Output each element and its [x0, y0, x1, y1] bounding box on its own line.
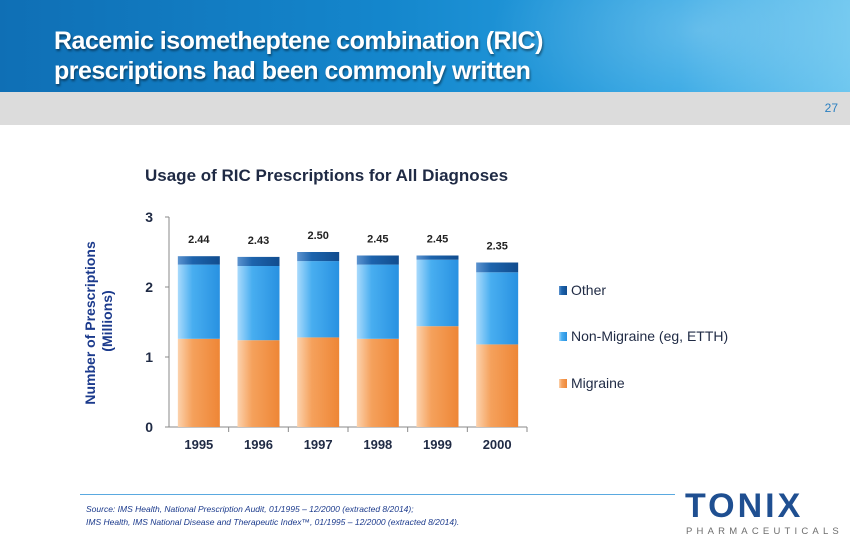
bar-other-1997	[297, 252, 340, 262]
footer-divider	[80, 494, 675, 495]
source-line-1: Source: IMS Health, National Prescriptio…	[86, 504, 414, 514]
logo-wordmark: TONIX	[685, 487, 804, 525]
bar-other-1995	[177, 256, 220, 265]
total-label-1999: 2.45	[427, 234, 448, 246]
legend-label-non-migraine: Non-Migraine (eg, ETTH)	[571, 328, 728, 344]
total-label-1995: 2.44	[188, 234, 210, 246]
slide-title-line-2: prescriptions had been commonly written	[54, 57, 531, 85]
total-label-1996: 2.43	[248, 235, 269, 247]
header-swoosh	[490, 0, 850, 92]
legend-swatch-other	[559, 286, 567, 295]
bar-migraine-1998	[356, 338, 399, 427]
bar-migraine-1996	[237, 340, 280, 427]
slide-title-line-1: Racemic isometheptene combination (RIC)	[54, 27, 543, 55]
y-tick-label: 3	[145, 209, 153, 225]
bar-non-migraine-1996	[237, 266, 280, 341]
x-tick-label-1996: 1996	[244, 437, 273, 452]
y-tick-group: 0 1 2 3	[145, 209, 169, 435]
bar-migraine-2000	[476, 344, 519, 427]
y-tick-label: 2	[145, 279, 153, 295]
page-number: 27	[824, 101, 838, 115]
bar-non-migraine-2000	[476, 272, 519, 345]
bar-migraine-1999	[416, 326, 459, 427]
bar-non-migraine-1995	[177, 264, 220, 339]
legend: Other Non-Migraine (eg, ETTH) Migraine	[559, 282, 728, 391]
source-line-2: IMS Health, IMS National Disease and The…	[86, 517, 460, 527]
total-label-1997: 2.50	[307, 230, 328, 242]
header-banner: Racemic isometheptene combination (RIC) …	[0, 0, 850, 92]
bar-migraine-1995	[177, 338, 220, 427]
bar-other-2000	[476, 262, 519, 273]
legend-swatch-migraine	[559, 379, 567, 388]
bar-non-migraine-1997	[297, 261, 340, 338]
bar-non-migraine-1999	[416, 259, 459, 327]
bar-other-1998	[356, 255, 399, 265]
x-tick-label-1999: 1999	[423, 437, 452, 452]
total-label-2000: 2.35	[486, 241, 507, 253]
header-subbar	[0, 92, 850, 125]
y-axis-label-line-2: (Millions)	[99, 290, 115, 351]
stacked-bar-chart: Usage of RIC Prescriptions for All Diagn…	[82, 166, 728, 452]
source-citation: Source: IMS Health, National Prescriptio…	[86, 503, 459, 529]
total-label-group: 2.44 2.43 2.50 2.45 2.45 2.35	[188, 230, 508, 253]
tonix-logo: TONIX PHARMACEUTICALS	[685, 487, 839, 540]
y-axis-label-line-1: Number of Prescriptions	[82, 241, 98, 405]
chart-title: Usage of RIC Prescriptions for All Diagn…	[145, 166, 508, 185]
bar-migraine-1997	[297, 337, 340, 427]
total-label-1998: 2.45	[367, 234, 388, 246]
x-tick-group: 1995 1996 1997 1998 1999 2000	[184, 427, 528, 452]
x-tick-label-1997: 1997	[304, 437, 333, 452]
slide-title: Racemic isometheptene combination (RIC) …	[54, 26, 543, 86]
x-tick-label-1998: 1998	[363, 437, 392, 452]
x-tick-label-1995: 1995	[184, 437, 213, 452]
bar-group	[177, 252, 519, 427]
bar-non-migraine-1998	[356, 264, 399, 339]
y-tick-label: 0	[145, 419, 153, 435]
y-axis-label: Number of Prescriptions (Millions)	[82, 237, 115, 404]
y-tick-label: 1	[145, 349, 153, 365]
bar-other-1999	[416, 255, 459, 260]
legend-label-migraine: Migraine	[571, 375, 625, 391]
legend-label-other: Other	[571, 282, 606, 298]
bar-other-1996	[237, 256, 280, 266]
x-tick-label-2000: 2000	[483, 437, 512, 452]
legend-swatch-non-migraine	[559, 332, 567, 341]
logo-subtitle: PHARMACEUTICALS	[686, 526, 843, 537]
